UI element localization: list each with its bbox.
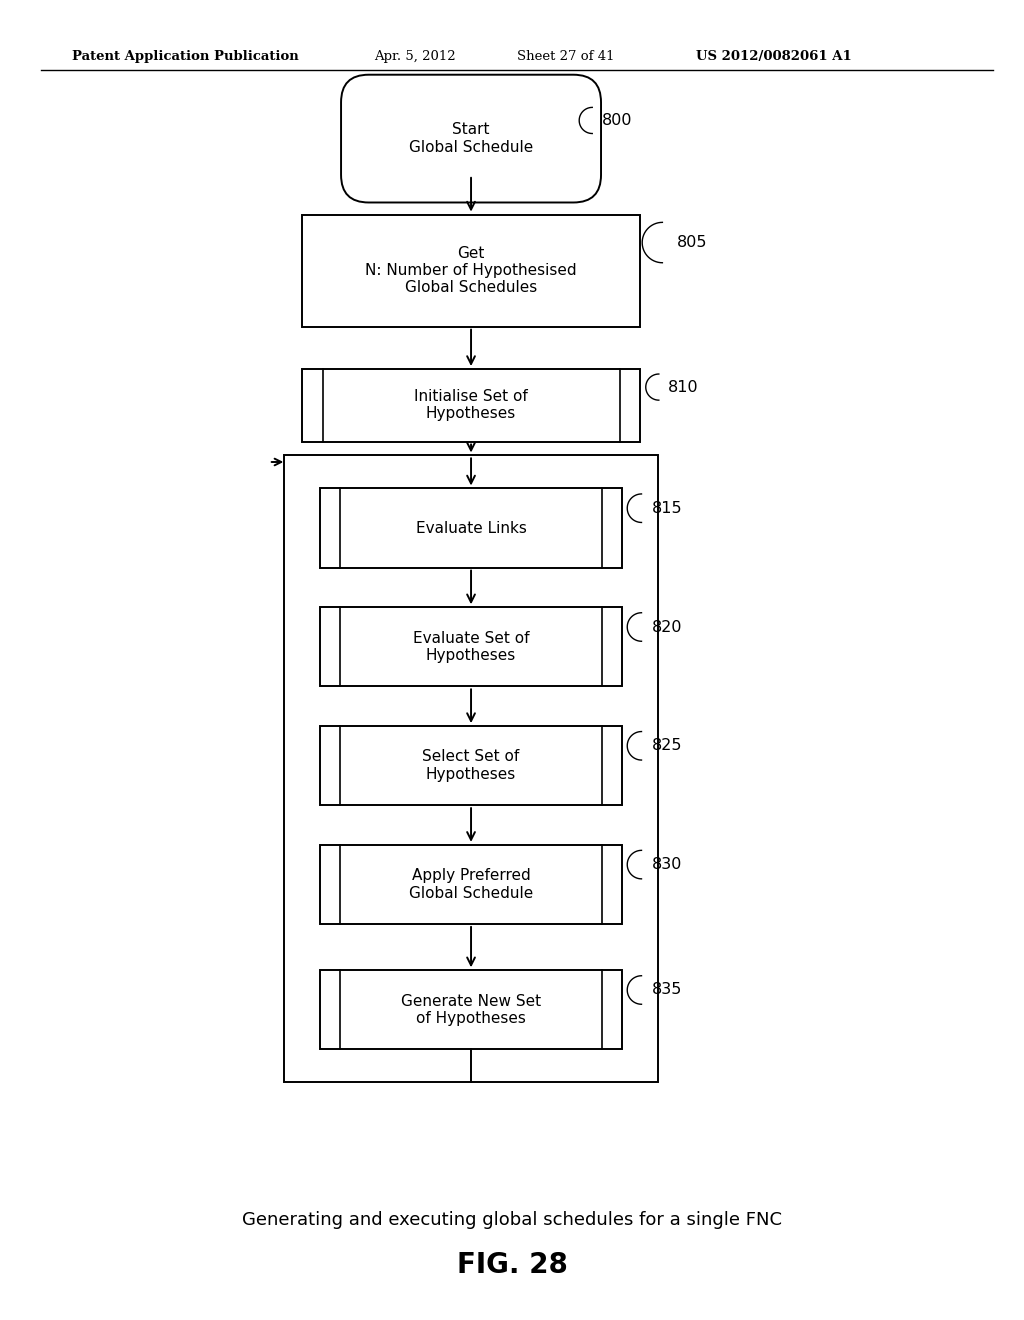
- Text: Initialise Set of
Hypotheses: Initialise Set of Hypotheses: [414, 389, 528, 421]
- Text: 820: 820: [651, 619, 682, 635]
- Text: Get
N: Number of Hypothesised
Global Schedules: Get N: Number of Hypothesised Global Sch…: [366, 246, 577, 296]
- Bar: [319, 970, 623, 1049]
- Text: Evaluate Links: Evaluate Links: [416, 520, 526, 536]
- Text: Apr. 5, 2012: Apr. 5, 2012: [374, 50, 456, 63]
- Bar: [302, 370, 640, 441]
- Text: 810: 810: [668, 380, 698, 395]
- Text: 825: 825: [651, 738, 682, 754]
- Bar: [319, 845, 623, 924]
- Text: 835: 835: [651, 982, 682, 998]
- Text: Patent Application Publication: Patent Application Publication: [72, 50, 298, 63]
- Text: Evaluate Set of
Hypotheses: Evaluate Set of Hypotheses: [413, 631, 529, 663]
- Text: Generating and executing global schedules for a single FNC: Generating and executing global schedule…: [242, 1210, 782, 1229]
- Text: 815: 815: [651, 500, 682, 516]
- Bar: [319, 488, 623, 568]
- Text: Select Set of
Hypotheses: Select Set of Hypotheses: [423, 750, 519, 781]
- Bar: [319, 607, 623, 686]
- FancyBboxPatch shape: [341, 75, 601, 202]
- Text: Sheet 27 of 41: Sheet 27 of 41: [517, 50, 614, 63]
- Text: 805: 805: [677, 235, 707, 249]
- Text: Start
Global Schedule: Start Global Schedule: [409, 123, 534, 154]
- Bar: [302, 214, 640, 327]
- Text: FIG. 28: FIG. 28: [457, 1250, 567, 1279]
- Text: 800: 800: [601, 114, 632, 128]
- Text: Apply Preferred
Global Schedule: Apply Preferred Global Schedule: [409, 869, 534, 900]
- Text: US 2012/0082061 A1: US 2012/0082061 A1: [696, 50, 852, 63]
- Text: 830: 830: [651, 857, 682, 873]
- Bar: [285, 455, 658, 1082]
- Text: Generate New Set
of Hypotheses: Generate New Set of Hypotheses: [401, 994, 541, 1026]
- Bar: [319, 726, 623, 805]
